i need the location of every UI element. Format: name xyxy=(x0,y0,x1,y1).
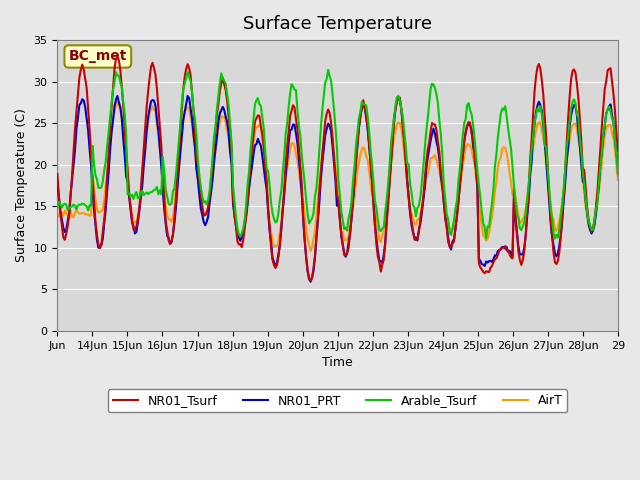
NR01_Tsurf xyxy=(90,197,98,203)
NR01_PRT xyxy=(54,180,61,186)
Title: Surface Temperature: Surface Temperature xyxy=(243,15,432,33)
NR01_Tsurf xyxy=(614,148,621,154)
NR01_PRT xyxy=(614,163,621,169)
NR01_Tsurf xyxy=(113,54,121,60)
NR01_Tsurf xyxy=(345,245,353,251)
AirT xyxy=(540,134,547,140)
AirT xyxy=(113,99,121,105)
AirT xyxy=(90,184,98,190)
AirT xyxy=(612,161,620,167)
NR01_Tsurf xyxy=(72,109,80,115)
NR01_PRT xyxy=(612,150,620,156)
Arable_Tsurf xyxy=(551,236,559,241)
X-axis label: Time: Time xyxy=(323,356,353,369)
Y-axis label: Surface Temperature (C): Surface Temperature (C) xyxy=(15,108,28,263)
Arable_Tsurf xyxy=(454,180,462,185)
AirT xyxy=(456,187,463,192)
NR01_PRT xyxy=(456,183,463,189)
NR01_PRT xyxy=(307,279,314,285)
AirT xyxy=(614,177,621,183)
AirT xyxy=(72,208,80,214)
Legend: NR01_Tsurf, NR01_PRT, Arable_Tsurf, AirT: NR01_Tsurf, NR01_PRT, Arable_Tsurf, AirT xyxy=(108,389,568,412)
NR01_Tsurf xyxy=(54,171,61,177)
Arable_Tsurf xyxy=(614,171,621,177)
AirT xyxy=(345,233,353,239)
Arable_Tsurf xyxy=(538,111,546,117)
Arable_Tsurf xyxy=(343,228,351,233)
NR01_PRT xyxy=(113,93,121,99)
NR01_Tsurf xyxy=(540,91,547,97)
Arable_Tsurf xyxy=(612,152,620,158)
Line: Arable_Tsurf: Arable_Tsurf xyxy=(58,70,618,239)
Arable_Tsurf xyxy=(54,205,61,211)
NR01_PRT xyxy=(540,122,547,128)
Arable_Tsurf xyxy=(324,67,332,72)
AirT xyxy=(307,248,314,254)
Text: BC_met: BC_met xyxy=(68,49,127,63)
NR01_PRT xyxy=(90,207,98,213)
NR01_PRT xyxy=(345,240,353,245)
Arable_Tsurf xyxy=(90,161,98,167)
Arable_Tsurf xyxy=(72,207,80,213)
NR01_Tsurf xyxy=(456,182,463,188)
Line: AirT: AirT xyxy=(58,102,618,251)
AirT xyxy=(54,213,61,218)
Line: NR01_Tsurf: NR01_Tsurf xyxy=(58,57,618,280)
NR01_Tsurf xyxy=(307,277,314,283)
NR01_PRT xyxy=(72,126,80,132)
NR01_Tsurf xyxy=(612,130,620,136)
Line: NR01_PRT: NR01_PRT xyxy=(58,96,618,282)
